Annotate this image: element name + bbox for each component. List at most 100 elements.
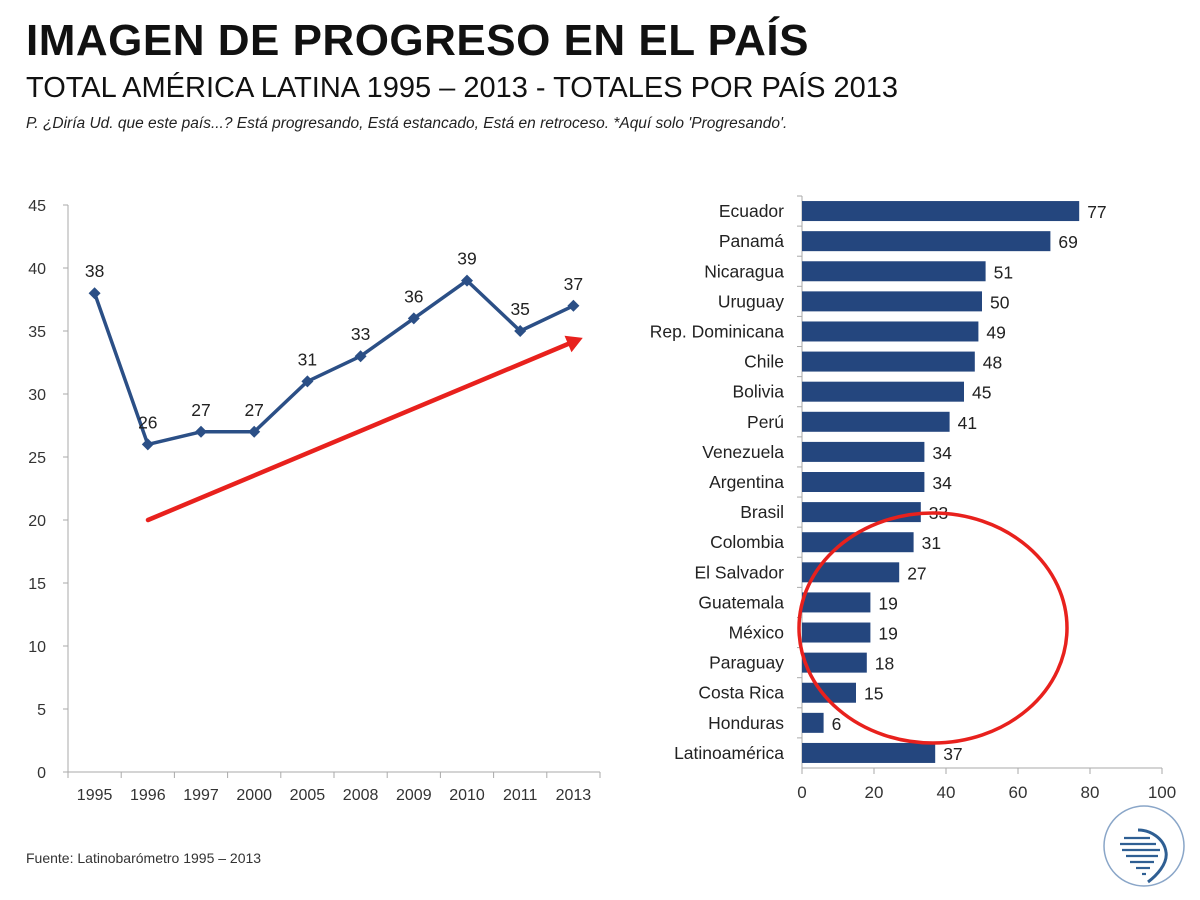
data-label: 6 (832, 714, 842, 734)
data-point (354, 350, 367, 363)
data-label: 69 (1058, 232, 1077, 252)
data-label: 38 (85, 261, 104, 281)
bar (802, 321, 979, 342)
bar (802, 622, 871, 643)
data-label: 34 (932, 473, 952, 493)
x-tick-label: 2008 (343, 787, 379, 804)
data-label: 37 (943, 744, 962, 764)
category-label: Chile (744, 352, 784, 372)
x-tick-label: 2000 (236, 787, 272, 804)
x-tick-label: 2011 (503, 787, 538, 804)
data-label: 18 (875, 654, 894, 674)
data-label: 50 (990, 292, 1010, 312)
x-tick-label: 0 (797, 783, 806, 802)
bar (802, 532, 914, 553)
data-point (195, 425, 207, 438)
bar (802, 742, 936, 763)
country-bar-chart: 0 20 40 60 80 100 Ecuador 77 Panamá 69 Nicaragua 51… (650, 195, 1176, 802)
category-label: Bolivia (732, 382, 784, 402)
series-line (92, 278, 575, 447)
trend-arrow-line (145, 341, 571, 523)
data-label: 31 (298, 349, 317, 369)
y-tick-label: 25 (28, 450, 46, 467)
survey-question: P. ¿Diría Ud. que este país...? Está pro… (26, 115, 788, 132)
x-tick-label: 2005 (290, 787, 326, 804)
x-tick-label: 1997 (183, 787, 219, 804)
latinobarometro-logo-icon (1103, 805, 1185, 887)
bar (802, 652, 867, 673)
data-label: 37 (564, 274, 583, 294)
category-label: Paraguay (709, 653, 784, 673)
category-label: Guatemala (698, 592, 784, 612)
data-point (88, 287, 101, 300)
y-tick-label: 15 (28, 576, 46, 593)
data-label: 31 (922, 533, 941, 553)
y-tick-label: 45 (28, 198, 46, 215)
category-label: Argentina (709, 472, 784, 492)
category-label: Nicaragua (704, 261, 784, 281)
data-point (567, 299, 580, 312)
y-tick-label: 0 (37, 765, 46, 782)
bar (802, 562, 900, 583)
x-tick-label: 20 (865, 783, 884, 802)
bar (802, 201, 1080, 222)
y-tick-label: 35 (28, 324, 46, 341)
data-label: 41 (958, 413, 977, 433)
highlight-ellipse (797, 511, 1069, 745)
data-label: 39 (457, 249, 476, 269)
category-label: Panamá (719, 231, 784, 251)
bar (802, 381, 964, 402)
x-tick-label: 60 (1009, 783, 1028, 802)
category-label: Uruguay (718, 291, 784, 311)
data-label: 45 (972, 383, 991, 403)
category-label: El Salvador (695, 562, 785, 582)
category-label: Brasil (740, 502, 784, 522)
x-tick-label: 1996 (130, 787, 166, 804)
bar (802, 502, 921, 523)
data-label: 27 (907, 563, 926, 583)
category-label: Costa Rica (698, 683, 784, 703)
data-label: 34 (932, 443, 952, 463)
x-tick-label: 1995 (77, 787, 113, 804)
data-point (141, 438, 154, 451)
category-label: Venezuela (702, 442, 784, 462)
trend-line-chart: 0 5 10 15 20 25 30 35 40 45 1995 1996 1997 2000 2005 20… (28, 198, 601, 804)
category-label: Honduras (708, 713, 784, 733)
data-label: 19 (878, 624, 897, 644)
data-label: 35 (510, 299, 529, 319)
data-label: 27 (191, 400, 210, 420)
category-label: México (729, 623, 784, 643)
trend-arrow-head-icon (564, 335, 583, 353)
category-label: Rep. Dominicana (650, 321, 784, 341)
x-tick-label: 100 (1148, 783, 1176, 802)
bar (802, 592, 871, 613)
x-tick-label: 80 (1081, 783, 1100, 802)
category-label: Latinoamérica (674, 743, 784, 763)
bar (802, 441, 925, 462)
bar (802, 351, 975, 372)
y-tick-label: 5 (37, 702, 46, 719)
category-label: Ecuador (719, 201, 784, 221)
y-tick-label: 40 (28, 261, 46, 278)
bar (802, 411, 950, 432)
bar (802, 712, 824, 733)
data-point (407, 312, 420, 325)
category-label: Perú (747, 412, 784, 432)
data-label: 26 (138, 412, 157, 432)
source-note: Fuente: Latinobarómetro 1995 – 2013 (26, 850, 262, 866)
data-label: 49 (986, 322, 1005, 342)
x-tick-label: 2009 (396, 787, 432, 804)
y-tick-label: 20 (28, 513, 46, 530)
data-point (461, 274, 473, 287)
bar (802, 231, 1051, 252)
y-tick-label: 10 (28, 639, 46, 656)
data-label: 36 (404, 286, 423, 306)
page-title: IMAGEN DE PROGRESO EN EL PAÍS (26, 16, 809, 65)
data-point (248, 425, 261, 438)
data-label: 48 (983, 353, 1002, 373)
data-label: 77 (1087, 202, 1106, 222)
bar (802, 261, 986, 282)
data-label: 27 (244, 400, 263, 420)
data-label: 51 (994, 262, 1013, 282)
bar (802, 291, 982, 312)
